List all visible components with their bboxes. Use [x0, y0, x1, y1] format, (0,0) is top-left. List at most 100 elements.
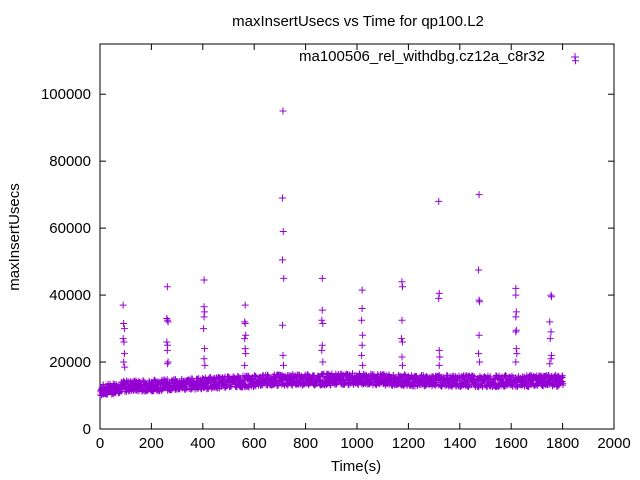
spike-point: [119, 301, 127, 309]
spike-point: [398, 361, 406, 369]
spike-point: [163, 338, 171, 346]
spike-point: [241, 345, 249, 353]
y-tick-label: 40000: [49, 287, 91, 304]
spike-point: [279, 227, 287, 235]
spike-point: [120, 325, 128, 333]
spike-point: [318, 346, 326, 354]
spike-point: [164, 318, 172, 326]
x-tick-label: 400: [190, 435, 215, 452]
y-tick-label: 20000: [49, 354, 91, 371]
spike-point: [319, 320, 327, 328]
spike-point: [548, 351, 556, 359]
x-tick-label: 1800: [546, 435, 579, 452]
spike-point: [318, 274, 326, 282]
x-tick-label: 2000: [597, 435, 630, 452]
spike-point: [398, 353, 406, 361]
spike-point: [120, 350, 128, 358]
spike-point: [512, 308, 520, 316]
x-tick-label: 1200: [392, 435, 425, 452]
spike-point: [163, 315, 171, 323]
spike-point: [120, 358, 128, 366]
y-tick-label: 60000: [49, 220, 91, 237]
spike-point: [475, 331, 483, 339]
baseline-point: [501, 383, 508, 390]
spike-point: [241, 320, 249, 328]
spike-point: [475, 191, 483, 199]
legend-plus-marker: [571, 53, 579, 61]
baseline-point: [487, 373, 494, 380]
plot-area: 0 200 400 600 800 1000 1200 1400 1600 1800 2000 0 2…: [41, 43, 631, 452]
spike-point: [200, 276, 208, 284]
spike-point: [164, 358, 172, 366]
spike-point: [200, 313, 208, 321]
spike-point: [398, 338, 406, 346]
baseline-point: [355, 381, 362, 388]
baseline-point: [468, 372, 475, 379]
spike-point: [512, 291, 520, 299]
baseline-point: [236, 374, 243, 381]
y-tick-label: 0: [83, 421, 91, 438]
spike-point: [200, 303, 208, 311]
spike-point: [512, 345, 520, 353]
y-tick-label: 80000: [49, 153, 91, 170]
x-axis: 0 200 400 600 800 1000 1200 1400 1600 1800 2000: [96, 44, 631, 452]
spike-point: [475, 296, 483, 304]
spike-point: [358, 351, 366, 359]
spike-point: [512, 358, 520, 366]
spike-point: [475, 350, 483, 358]
baseline-point: [333, 381, 340, 388]
spike-point: [241, 318, 249, 326]
baseline-point: [323, 373, 330, 380]
baseline-point: [289, 382, 296, 389]
spike-point: [512, 284, 520, 292]
spike-point: [279, 351, 287, 359]
spike-point: [164, 316, 172, 324]
spike-point: [547, 355, 555, 363]
spike-point: [397, 335, 405, 343]
spike-point: [546, 335, 554, 343]
baseline-point: [299, 374, 306, 381]
spike-point: [163, 283, 171, 291]
baseline-point: [560, 380, 567, 387]
spike-point: [398, 278, 406, 286]
spike-point: [358, 316, 366, 324]
spike-point: [120, 338, 128, 346]
spike-point: [200, 325, 208, 333]
spike-point: [358, 341, 366, 349]
baseline-point: [559, 372, 566, 379]
x-tick-label: 200: [139, 435, 164, 452]
legend: ma100506_rel_withdbg.cz12a_c8r32: [299, 48, 579, 65]
baseline-point: [164, 376, 171, 383]
spike-point: [398, 316, 406, 324]
spike-point: [435, 361, 443, 369]
spike-point: [201, 308, 209, 316]
baseline-point: [275, 382, 282, 389]
spike-point: [435, 289, 443, 297]
baseline-point: [100, 381, 107, 388]
spike-point: [435, 346, 443, 354]
spike-point: [278, 194, 286, 202]
x-tick-label: 600: [242, 435, 267, 452]
spike-point: [318, 306, 326, 314]
baseline-point: [508, 372, 515, 379]
spike-point: [435, 197, 443, 205]
spike-point: [200, 355, 208, 363]
spike-point: [318, 341, 326, 349]
spike-point: [278, 321, 286, 329]
baseline-point: [481, 378, 488, 385]
spike-point: [278, 256, 286, 264]
x-tick-label: 800: [293, 435, 318, 452]
spike-point: [512, 328, 520, 336]
x-tick-label: 1000: [340, 435, 373, 452]
spike-point: [318, 316, 326, 324]
x-tick-label: 1400: [443, 435, 476, 452]
spike-point: [358, 286, 366, 294]
spike-point: [241, 301, 249, 309]
x-tick-label: 0: [96, 435, 104, 452]
spike-point: [435, 294, 443, 302]
spike-point: [242, 331, 250, 339]
baseline-point: [231, 379, 238, 386]
baseline-point: [349, 370, 356, 377]
spike-point: [319, 358, 327, 366]
